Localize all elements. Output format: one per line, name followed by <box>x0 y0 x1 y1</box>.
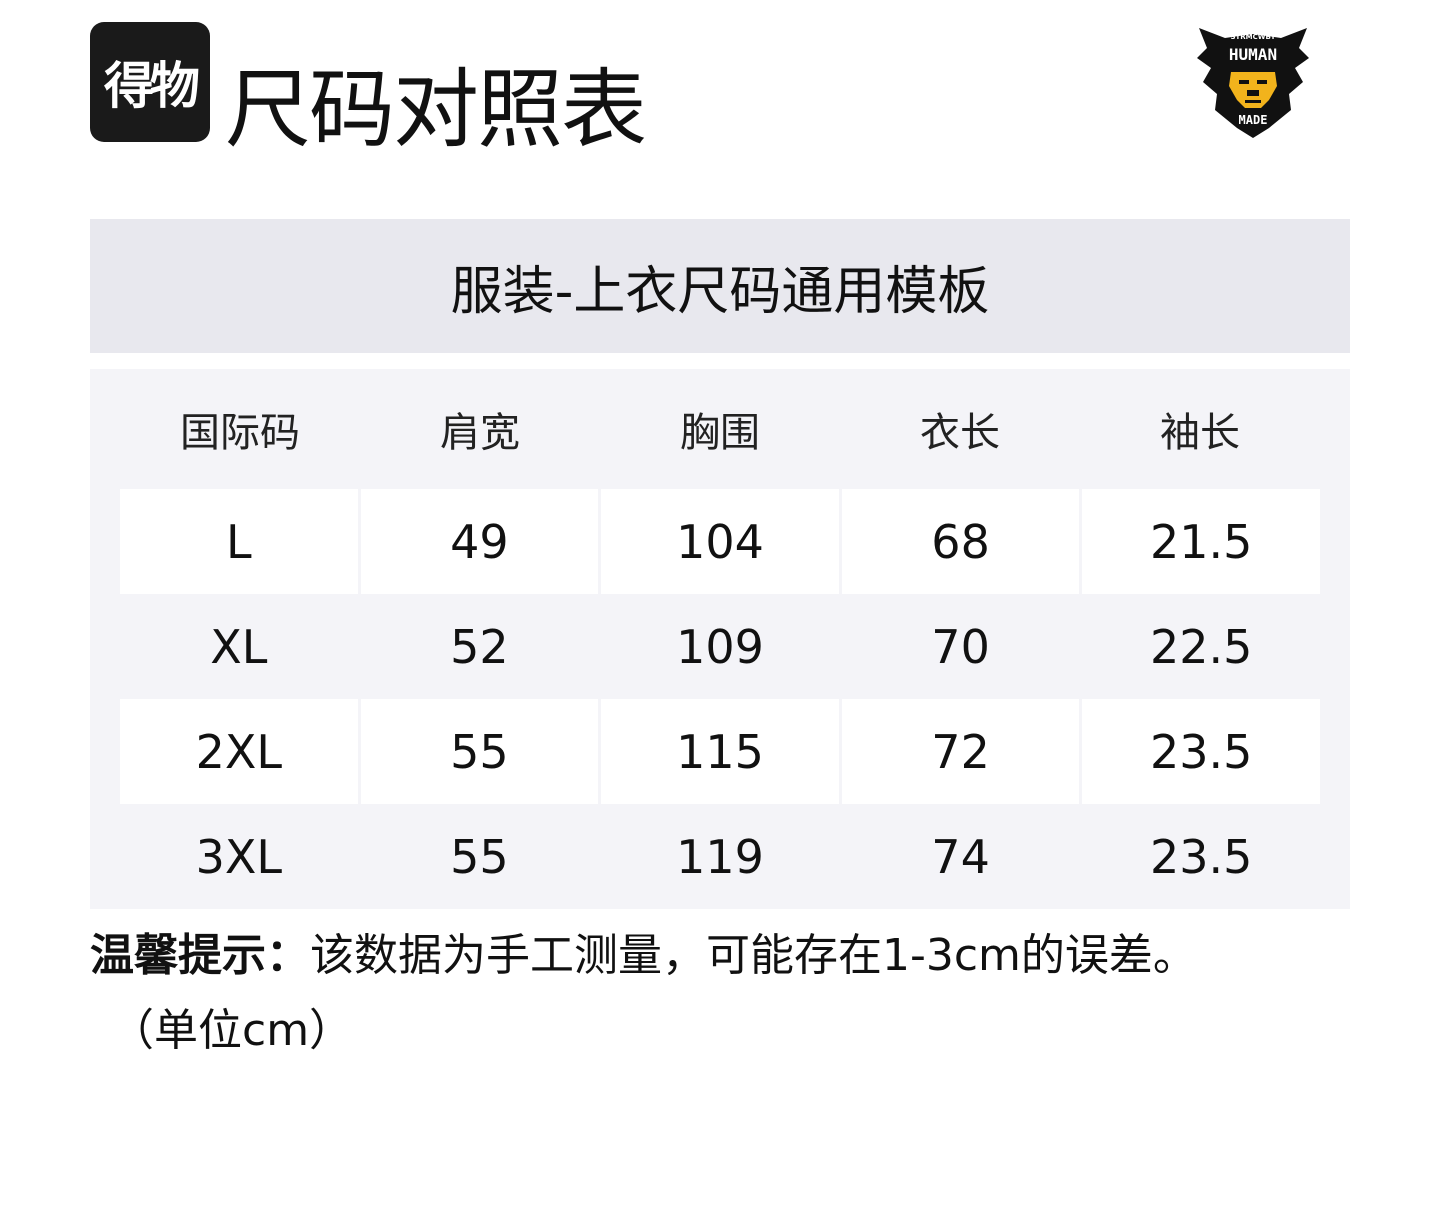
column-header: 国际码 <box>180 410 300 456</box>
table-cell: 23.5 <box>1082 699 1320 804</box>
measurement-note: 温馨提示：该数据为手工测量，可能存在1-3cm的误差。 <box>90 925 1390 987</box>
table-cell: L <box>120 489 358 594</box>
dewu-logo: 得物 <box>90 22 210 142</box>
table-cell: 2XL <box>120 699 358 804</box>
note-label: 温馨提示： <box>90 930 310 981</box>
human-made-logo: STRMCWBY HUMAN MADE <box>1197 28 1309 138</box>
table-cell: 55 <box>450 829 509 884</box>
table-cell: 22.5 <box>1149 619 1253 674</box>
table-header: 国际码 肩宽 胸围 衣长 袖长 <box>120 369 1320 489</box>
table-cell: 109 <box>676 619 764 674</box>
table-row: 3XL 55 119 74 23.5 <box>120 804 1320 909</box>
table-cell: 21.5 <box>1082 489 1320 594</box>
table-cell: 3XL <box>195 829 282 884</box>
table-cell: 55 <box>360 699 599 804</box>
table-cell: 70 <box>931 619 990 674</box>
table-row: XL 52 109 70 22.5 <box>120 594 1320 699</box>
template-title: 服装-上衣尺码通用模板 <box>90 219 1350 353</box>
unit-note: （单位cm） <box>110 1005 354 1056</box>
svg-text:STRMCWBY: STRMCWBY <box>1230 33 1276 41</box>
column-header: 衣长 <box>920 410 1000 456</box>
table-cell: 49 <box>360 489 599 594</box>
column-header: 袖长 <box>1160 410 1240 456</box>
note-text: 该数据为手工测量，可能存在1-3cm的误差。 <box>310 930 1197 981</box>
table-cell: 23.5 <box>1149 829 1253 884</box>
table-cell: 104 <box>601 489 839 594</box>
svg-text:HUMAN: HUMAN <box>1229 45 1277 64</box>
table-cell: XL <box>210 619 268 674</box>
table-row: L 49 104 68 21.5 <box>120 489 1320 594</box>
table-cell: 115 <box>601 699 839 804</box>
size-table: 国际码 肩宽 胸围 衣长 袖长 L 49 104 68 21.5 XL 52 1… <box>90 369 1350 909</box>
column-header: 胸围 <box>680 410 760 456</box>
table-row: 2XL 55 115 72 23.5 <box>120 699 1320 804</box>
svg-text:MADE: MADE <box>1239 113 1268 127</box>
table-cell: 52 <box>450 619 509 674</box>
column-header: 肩宽 <box>440 410 520 456</box>
dewu-logo-text: 得物 <box>104 57 200 115</box>
table-cell: 119 <box>676 829 764 884</box>
table-cell: 74 <box>931 829 990 884</box>
page-title: 尺码对照表 <box>225 60 647 160</box>
table-cell: 72 <box>841 699 1080 804</box>
table-cell: 68 <box>841 489 1080 594</box>
